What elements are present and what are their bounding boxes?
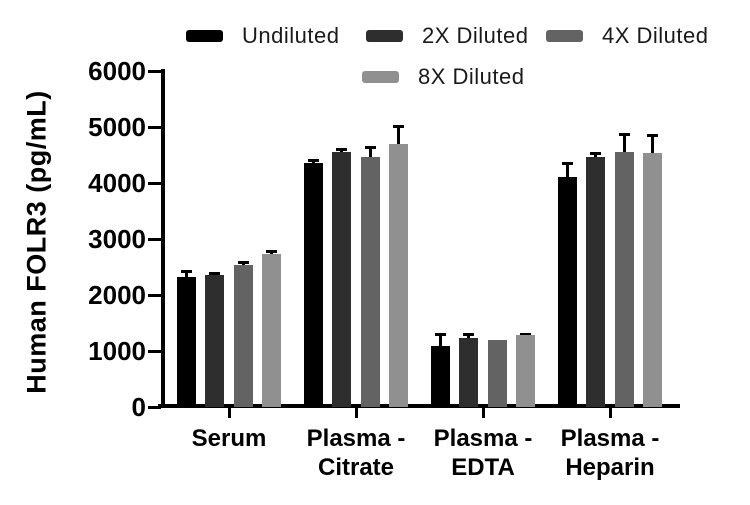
y-tick-label: 1000 (88, 336, 146, 366)
y-tick-label: 4000 (88, 168, 146, 198)
legend-item-2x-diluted: 2X Diluted (366, 23, 529, 48)
bar-serum-4x-diluted (233, 264, 253, 407)
y-tick-label: 2000 (88, 280, 146, 310)
error-bar-cap (266, 249, 278, 253)
bar-serum-8x-diluted (262, 253, 282, 407)
error-bar-cap (618, 133, 630, 137)
error-bar (622, 133, 626, 155)
y-tick-mark (148, 237, 161, 241)
error-bar-cap (393, 124, 405, 128)
bar-plasma-edta-8x-diluted (516, 335, 536, 407)
category-label-serum: Serum (154, 424, 304, 453)
legend-swatch-undiluted (186, 30, 223, 42)
error-bar-cap (434, 333, 446, 337)
error-bar (438, 333, 442, 348)
bar-plasma-heparin-undiluted (557, 177, 577, 407)
error-bar (184, 269, 188, 280)
bar-plasma-heparin-4x-diluted (614, 152, 634, 407)
error-bar-cap (647, 133, 659, 137)
y-tick-mark (148, 125, 161, 129)
legend-item-8x-diluted: 8X Diluted (362, 64, 525, 89)
legend-item-undiluted: Undiluted (186, 23, 340, 48)
legend-swatch-8x-diluted (362, 71, 399, 83)
bar-plasma-edta-4x-diluted (487, 339, 507, 407)
bar-serum-undiluted (176, 277, 196, 407)
error-bar-cap (209, 272, 221, 276)
y-tick-label: 3000 (88, 224, 146, 254)
y-tick-mark (148, 69, 161, 73)
x-tick-mark (608, 408, 612, 418)
error-bar (467, 332, 471, 341)
category-label-plasma-citrate: Plasma - Citrate (281, 424, 431, 482)
legend-label-8x-diluted: 8X Diluted (418, 64, 525, 89)
x-axis-line (158, 404, 680, 408)
y-tick-mark (148, 293, 161, 297)
error-bar (397, 124, 401, 147)
bar-plasma-heparin-2x-diluted (586, 156, 606, 407)
error-bar-cap (463, 332, 475, 336)
x-tick-mark (354, 408, 358, 418)
error-bar-cap (307, 159, 319, 163)
y-axis-title: Human FOLR3 (pg/mL) (21, 90, 52, 394)
category-label-line: Plasma - (306, 425, 406, 452)
bar-plasma-edta-undiluted (430, 345, 450, 407)
category-label-line: Heparin (565, 454, 655, 481)
y-tick-mark (148, 405, 161, 409)
error-bar (565, 162, 569, 180)
category-label-line: Plasma - (433, 425, 533, 452)
error-bar-cap (180, 269, 192, 273)
error-bar (368, 146, 372, 160)
error-bar-cap (590, 151, 602, 155)
y-axis-line (161, 69, 165, 408)
category-label-line: EDTA (451, 454, 515, 481)
category-label-line: Plasma - (560, 425, 660, 452)
bar-plasma-citrate-4x-diluted (360, 157, 380, 407)
category-label-plasma-edta: Plasma - EDTA (408, 424, 558, 482)
error-bar-cap (364, 146, 376, 150)
category-label-line: Citrate (317, 454, 395, 481)
bar-plasma-heparin-8x-diluted (643, 153, 663, 407)
bar-plasma-citrate-8x-diluted (389, 144, 409, 407)
bar-plasma-edta-2x-diluted (459, 338, 479, 407)
category-label-plasma-heparin: Plasma - Heparin (535, 424, 685, 482)
bar-plasma-citrate-2x-diluted (332, 151, 352, 407)
bar-serum-2x-diluted (205, 275, 225, 407)
error-bar (594, 151, 598, 159)
legend-swatch-4x-diluted (546, 30, 583, 42)
y-tick-mark (148, 349, 161, 353)
legend-label-4x-diluted: 4X Diluted (602, 23, 709, 48)
legend-label-undiluted: Undiluted (242, 23, 340, 48)
x-tick-mark (227, 408, 231, 418)
x-tick-mark (481, 408, 485, 418)
category-label-line: Serum (191, 425, 267, 452)
y-tick-label: 5000 (88, 112, 146, 142)
error-bar-cap (237, 260, 249, 264)
legend-label-2x-diluted: 2X Diluted (422, 23, 529, 48)
y-tick-mark (148, 181, 161, 185)
y-tick-label: 0 (131, 392, 146, 422)
error-bar-cap (520, 332, 532, 336)
y-tick-label: 6000 (88, 56, 146, 86)
legend-item-4x-diluted: 4X Diluted (546, 23, 709, 48)
bar-plasma-citrate-undiluted (303, 162, 323, 407)
error-bar (651, 133, 655, 156)
legend-swatch-2x-diluted (366, 30, 403, 42)
error-bar-cap (336, 148, 348, 152)
error-bar-cap (561, 162, 573, 166)
